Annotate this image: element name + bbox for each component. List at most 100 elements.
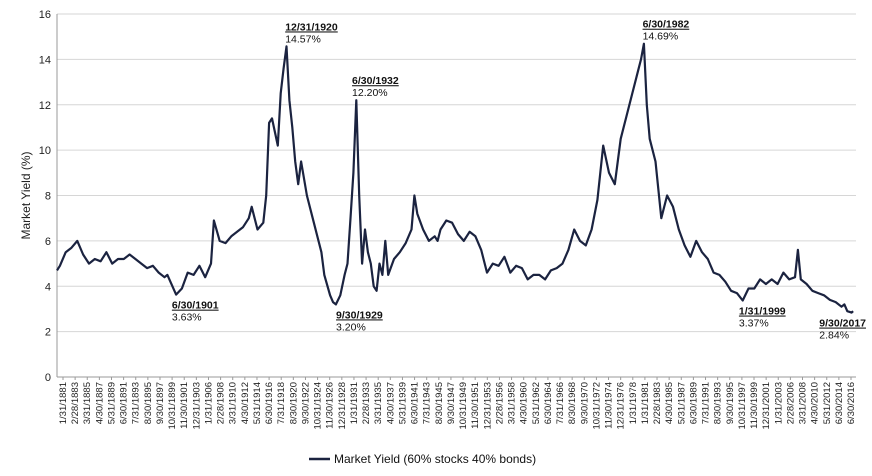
x-tick-label: 6/30/2014 xyxy=(834,382,845,424)
legend: Market Yield (60% stocks 40% bonds) xyxy=(309,452,536,466)
x-tick-label: 12/31/1953 xyxy=(482,382,493,430)
x-tick-label: 6/30/1916 xyxy=(264,382,275,424)
x-tick-label: 3/31/1935 xyxy=(373,382,384,424)
x-tick-label: 12/31/2001 xyxy=(761,382,772,430)
annotation-date: 6/30/1982 xyxy=(643,19,690,31)
annotation-value: 3.37% xyxy=(739,318,769,330)
series-lines xyxy=(56,42,854,314)
annotation-value: 12.20% xyxy=(352,87,388,99)
x-tick-label: 5/31/1914 xyxy=(252,382,263,424)
x-tick-label: 11/30/1926 xyxy=(325,382,336,429)
x-tick-label: 2/28/1883 xyxy=(70,382,81,424)
x-tick-label: 7/31/1966 xyxy=(555,382,566,424)
annotation-value: 2.84% xyxy=(819,330,849,342)
x-tick-label: 8/30/1895 xyxy=(143,382,154,424)
x-tick-label: 4/30/1960 xyxy=(519,382,530,424)
x-tick-label: 3/31/1885 xyxy=(82,382,93,424)
x-tick-label: 9/30/1897 xyxy=(155,382,166,424)
x-tick-label: 4/30/1887 xyxy=(94,382,105,424)
x-tick-label: 7/31/1893 xyxy=(131,382,142,424)
x-tick-label: 1/31/1978 xyxy=(628,382,639,424)
x-tick-label: 1/31/1881 xyxy=(58,382,69,424)
x-tick-label: 5/31/2012 xyxy=(822,382,833,424)
y-tick-label: 10 xyxy=(39,145,51,157)
x-tick-label: 6/30/1891 xyxy=(119,382,130,424)
y-tick-label: 12 xyxy=(39,100,51,112)
x-tick-label: 3/31/1958 xyxy=(507,382,518,424)
x-axis-ticks: 1/31/1881 2/28/1883 3/31/1885 4/30/1887 5/31… xyxy=(58,377,857,430)
x-tick-label: 8/30/1968 xyxy=(567,382,578,424)
annotation-value: 14.57% xyxy=(285,33,321,45)
grid-lines xyxy=(57,13,856,378)
x-tick-label: 12/31/1903 xyxy=(191,382,202,430)
x-tick-label: 2/28/1983 xyxy=(652,382,663,424)
annotation-date: 6/30/1901 xyxy=(172,300,219,312)
x-tick-label: 1/31/2003 xyxy=(773,382,784,424)
x-tick-label: 7/31/1918 xyxy=(276,382,287,424)
x-tick-label: 5/31/1962 xyxy=(531,382,542,424)
x-tick-label: 8/30/1993 xyxy=(713,382,724,424)
x-tick-label: 11/30/1974 xyxy=(604,382,615,429)
y-tick-label: 8 xyxy=(45,191,51,203)
y-axis-label: Market Yield (%) xyxy=(19,151,33,239)
x-tick-label: 2/28/1908 xyxy=(216,382,227,424)
annotation-value: 3.20% xyxy=(336,321,366,333)
x-tick-label: 9/30/1947 xyxy=(446,382,457,424)
x-tick-label: 9/30/1970 xyxy=(579,382,590,424)
series-line xyxy=(56,42,854,314)
y-tick-label: 0 xyxy=(45,372,51,384)
x-tick-label: 1/31/1906 xyxy=(203,382,214,424)
x-tick-label: 1/31/1981 xyxy=(640,382,651,424)
x-tick-label: 6/30/1989 xyxy=(688,382,699,424)
x-tick-label: 3/31/2008 xyxy=(798,382,809,424)
x-tick-label: 4/30/1912 xyxy=(240,382,251,424)
y-tick-label: 2 xyxy=(45,327,51,339)
y-tick-label: 14 xyxy=(39,54,51,66)
annotation-date: 1/31/1999 xyxy=(739,306,786,318)
x-tick-label: 5/31/1889 xyxy=(106,382,117,424)
x-tick-label: 6/30/2016 xyxy=(846,382,857,424)
x-tick-label: 6/30/1964 xyxy=(543,382,554,424)
x-tick-label: 9/30/1922 xyxy=(300,382,311,424)
x-tick-label: 7/31/1991 xyxy=(701,382,712,424)
x-tick-label: 8/30/1945 xyxy=(434,382,445,424)
x-tick-label: 5/31/1939 xyxy=(397,382,408,424)
annotation-date: 9/30/2017 xyxy=(819,318,866,330)
annotation-date: 9/30/1929 xyxy=(336,309,383,321)
x-tick-label: 2/28/1933 xyxy=(361,382,372,424)
x-tick-label: 10/31/1997 xyxy=(737,382,748,430)
x-tick-label: 2/28/2006 xyxy=(785,382,796,424)
y-axis-ticks: 0 2 4 6 8 10 12 14 16 xyxy=(39,9,51,384)
y-tick-label: 16 xyxy=(39,9,51,21)
annotation-value: 3.63% xyxy=(172,312,202,324)
x-tick-label: 8/30/1920 xyxy=(288,382,299,424)
annotation-value: 14.69% xyxy=(643,31,679,43)
x-tick-label: 12/31/1976 xyxy=(616,382,627,430)
x-tick-label: 11/30/1999 xyxy=(749,382,760,429)
x-tick-label: 11/30/1951 xyxy=(470,382,481,429)
x-tick-label: 3/31/1910 xyxy=(228,382,239,424)
x-tick-label: 5/31/1987 xyxy=(676,382,687,424)
x-tick-label: 10/31/1899 xyxy=(167,382,178,430)
annotation-date: 6/30/1932 xyxy=(352,75,399,87)
x-tick-label: 1/31/1931 xyxy=(349,382,360,424)
x-tick-label: 4/30/1937 xyxy=(385,382,396,424)
x-tick-label: 10/31/1924 xyxy=(313,382,324,430)
y-tick-label: 6 xyxy=(45,236,51,248)
x-tick-label: 2/28/1956 xyxy=(494,382,505,424)
axes xyxy=(56,14,856,378)
x-tick-label: 7/31/1943 xyxy=(422,382,433,424)
x-tick-label: 4/30/2010 xyxy=(810,382,821,424)
annotation-date: 12/31/1920 xyxy=(285,21,338,33)
x-tick-label: 12/31/1928 xyxy=(337,382,348,430)
x-tick-label: 10/31/1972 xyxy=(591,382,602,430)
x-tick-label: 11/30/1901 xyxy=(179,382,190,429)
x-tick-label: 4/30/1985 xyxy=(664,382,675,424)
y-tick-label: 4 xyxy=(45,281,51,293)
x-tick-label: 6/30/1941 xyxy=(410,382,421,424)
x-tick-label: 9/30/1995 xyxy=(725,382,736,424)
legend-label: Market Yield (60% stocks 40% bonds) xyxy=(334,452,536,466)
x-tick-label: 10/31/1949 xyxy=(458,382,469,430)
